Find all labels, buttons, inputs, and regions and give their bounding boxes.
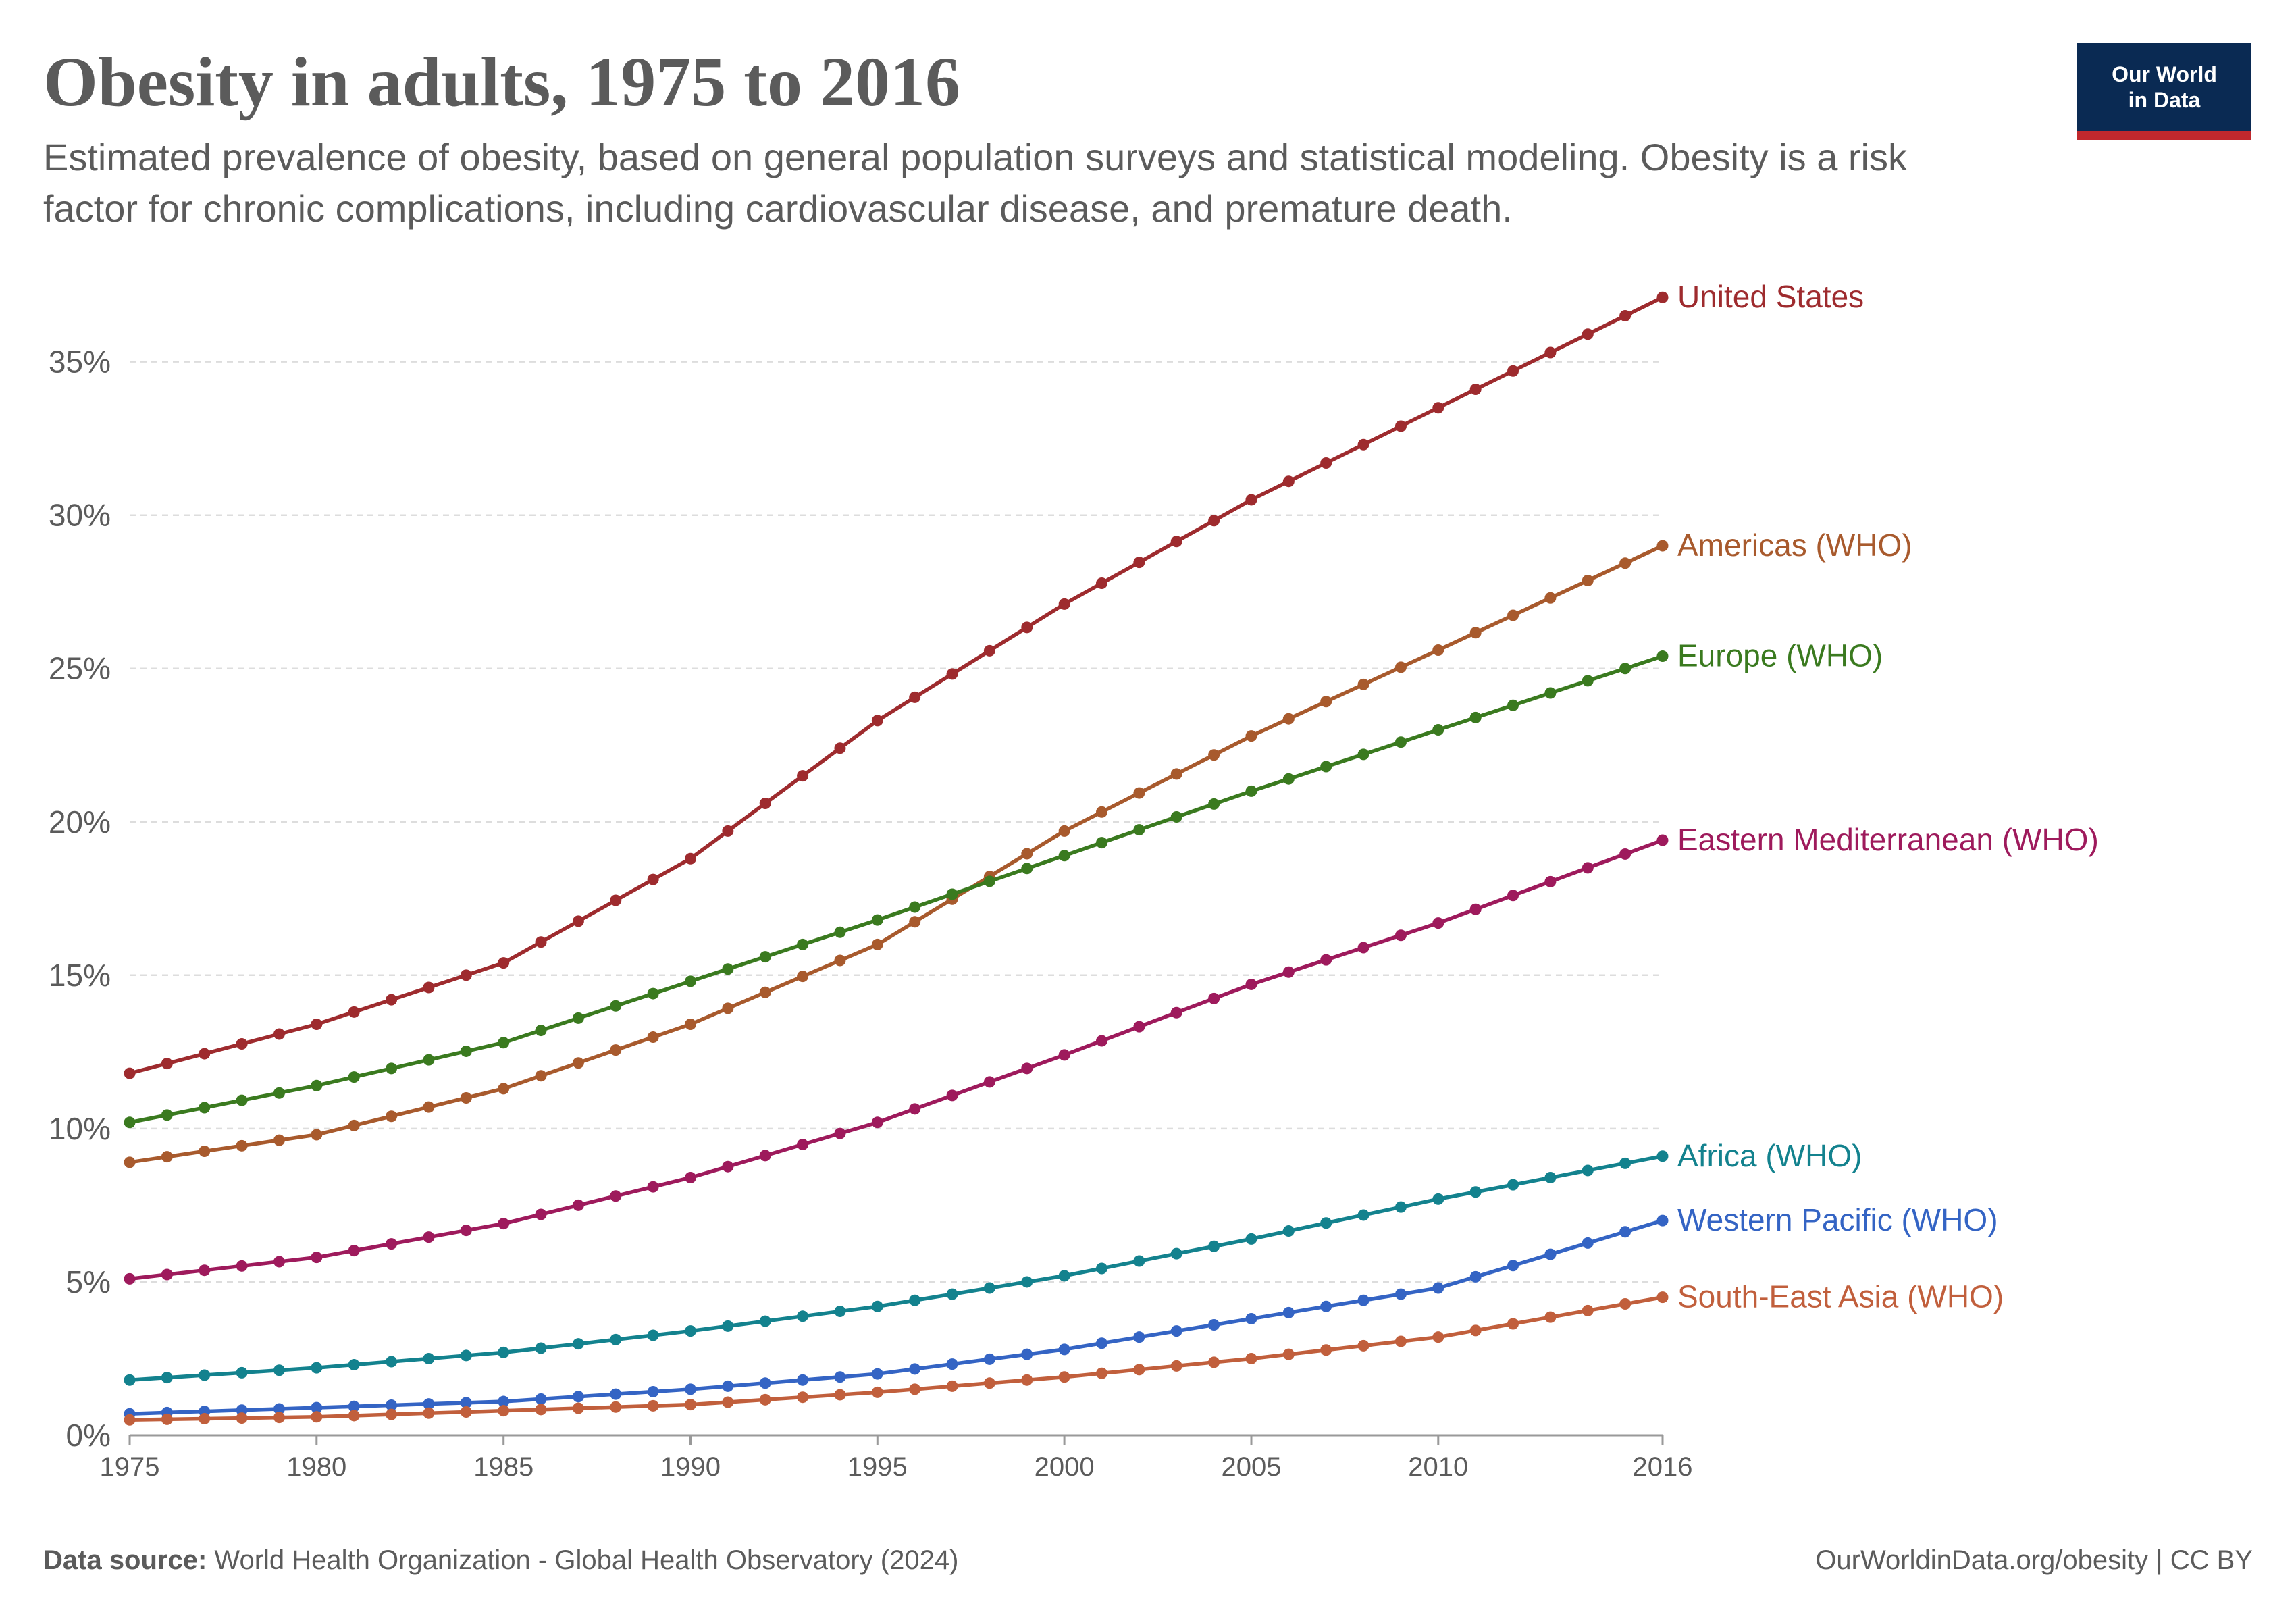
svg-text:2016: 2016 — [1633, 1452, 1693, 1482]
svg-text:30%: 30% — [49, 498, 111, 533]
svg-text:United States: United States — [1677, 279, 1864, 314]
svg-text:1980: 1980 — [286, 1452, 346, 1482]
svg-text:1990: 1990 — [660, 1452, 721, 1482]
svg-text:35%: 35% — [49, 344, 111, 380]
svg-text:25%: 25% — [49, 651, 111, 686]
svg-text:1975: 1975 — [100, 1452, 160, 1482]
svg-text:Eastern Mediterranean (WHO): Eastern Mediterranean (WHO) — [1677, 822, 2099, 857]
svg-text:10%: 10% — [49, 1111, 111, 1146]
svg-text:15%: 15% — [49, 958, 111, 993]
svg-text:South-East Asia (WHO): South-East Asia (WHO) — [1677, 1279, 2004, 1314]
svg-text:2005: 2005 — [1222, 1452, 1282, 1482]
svg-text:0%: 0% — [66, 1418, 111, 1453]
svg-text:Western Pacific (WHO): Western Pacific (WHO) — [1677, 1202, 1998, 1237]
svg-text:Africa (WHO): Africa (WHO) — [1677, 1138, 1862, 1173]
svg-text:20%: 20% — [49, 804, 111, 840]
svg-text:Americas (WHO): Americas (WHO) — [1677, 528, 1912, 563]
svg-text:2010: 2010 — [1408, 1452, 1468, 1482]
svg-text:Europe (WHO): Europe (WHO) — [1677, 638, 1883, 673]
svg-text:1995: 1995 — [847, 1452, 908, 1482]
svg-text:1985: 1985 — [473, 1452, 533, 1482]
svg-text:2000: 2000 — [1035, 1452, 1095, 1482]
svg-text:5%: 5% — [66, 1264, 111, 1300]
